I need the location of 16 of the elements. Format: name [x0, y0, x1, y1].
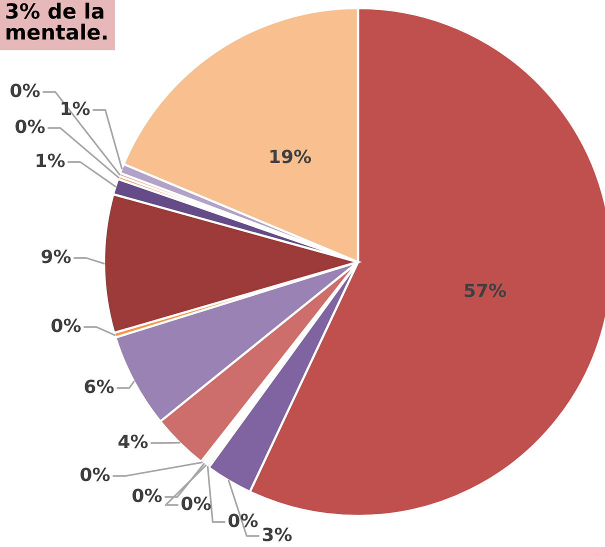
data-label: 6%	[84, 380, 114, 394]
data-label: 0%	[80, 468, 110, 482]
data-label: 0%	[10, 84, 40, 98]
data-label: 57%	[464, 284, 506, 298]
data-label: 0%	[52, 318, 81, 332]
data-label: 1%	[62, 102, 90, 116]
data-label: 19%	[270, 150, 312, 164]
data-label: 9%	[42, 250, 71, 264]
text: 3% de la mentale.	[6, 2, 107, 40]
data-label: 0%	[228, 514, 258, 528]
data-label: 1%	[36, 154, 65, 168]
data-label: 4%	[118, 434, 148, 448]
data-label: 3%	[262, 528, 292, 542]
data-label: 0%	[16, 120, 45, 134]
data-label: 0%	[182, 496, 211, 510]
data-label: 0%	[132, 488, 162, 502]
